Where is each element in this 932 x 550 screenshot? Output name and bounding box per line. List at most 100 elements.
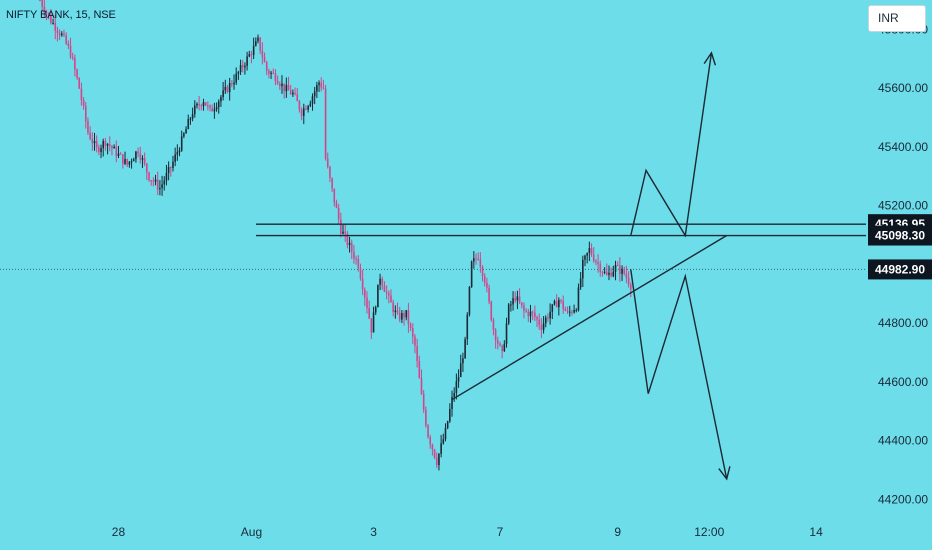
candle <box>89 126 91 141</box>
symbol-title: NIFTY BANK, 15, NSE <box>6 9 116 21</box>
candle <box>65 32 67 45</box>
support-trendline[interactable] <box>451 234 728 401</box>
candle-body <box>481 266 484 276</box>
candle <box>510 300 512 312</box>
candle-body <box>180 136 183 151</box>
candle-body <box>132 159 135 162</box>
candle-body <box>139 153 142 160</box>
candle-body <box>322 87 325 89</box>
candle <box>98 144 100 156</box>
candle <box>213 102 216 119</box>
candle <box>132 157 135 162</box>
candle-body <box>329 166 331 179</box>
candle-body <box>392 302 394 312</box>
candle-body <box>239 64 242 73</box>
candle <box>366 291 368 314</box>
candle-body <box>165 172 168 181</box>
candle-body <box>198 103 200 106</box>
candle-body <box>584 255 586 260</box>
candle <box>586 252 588 264</box>
candle <box>538 313 541 330</box>
bearish-projection-path[interactable] <box>630 269 728 480</box>
candle-body <box>523 305 525 311</box>
candle <box>287 76 290 91</box>
candle <box>536 315 538 328</box>
candle-body <box>590 248 593 255</box>
y-tick-label: 45200.00 <box>878 199 928 213</box>
candle <box>405 310 408 321</box>
candle <box>292 89 294 97</box>
candle-body <box>318 82 320 86</box>
candle <box>372 306 375 333</box>
candle-body <box>100 148 102 153</box>
candle-body <box>213 109 216 112</box>
currency-button[interactable]: INR <box>868 5 926 32</box>
candle <box>124 151 126 166</box>
candle <box>56 26 59 42</box>
candle-body <box>80 88 83 100</box>
candle <box>442 433 445 445</box>
candle <box>531 310 534 321</box>
candle <box>196 102 198 109</box>
candle <box>198 95 200 111</box>
candle-body <box>398 312 401 320</box>
bullish-projection-path[interactable] <box>630 52 713 238</box>
candle-body <box>603 271 606 273</box>
candle-body <box>333 188 336 203</box>
candle-body <box>82 99 85 106</box>
candle <box>126 158 128 168</box>
candle <box>453 387 455 402</box>
candle-body <box>128 161 131 165</box>
candle <box>479 252 482 273</box>
candle-body <box>122 154 124 164</box>
candle <box>183 131 185 139</box>
candle <box>224 79 227 95</box>
candle-body <box>510 304 512 306</box>
candle-body <box>252 45 255 56</box>
levels-layer <box>256 223 866 237</box>
candle-body <box>390 295 392 303</box>
candle <box>396 302 399 315</box>
candle-body <box>355 258 357 260</box>
candle-body <box>209 105 211 108</box>
candle-body <box>259 37 261 51</box>
candle <box>268 68 270 79</box>
candle <box>255 37 257 47</box>
candle-body <box>464 339 466 359</box>
candle-body <box>224 86 227 91</box>
candle-body <box>401 313 403 320</box>
candle <box>104 137 107 151</box>
candle-body <box>300 109 303 116</box>
candle <box>575 308 578 313</box>
candle-body <box>377 284 379 308</box>
candle-body <box>564 308 567 311</box>
candle-body <box>106 143 109 146</box>
candle <box>549 303 551 325</box>
candle-body <box>172 161 174 169</box>
candle <box>364 287 366 306</box>
candle <box>211 104 214 112</box>
candle <box>568 305 571 317</box>
candle <box>139 146 142 164</box>
candle <box>307 104 309 113</box>
candle-body <box>163 180 166 185</box>
candle-body <box>534 312 536 318</box>
candle-body <box>571 311 573 313</box>
candle-body <box>575 309 578 311</box>
y-tick-label: 44600.00 <box>878 375 928 389</box>
candle-body <box>497 340 499 344</box>
candle <box>316 81 318 98</box>
candle <box>74 54 76 77</box>
candle <box>95 135 98 153</box>
candle-body <box>385 291 388 294</box>
candle-body <box>45 12 48 14</box>
candle <box>566 306 569 314</box>
candle <box>285 77 288 98</box>
candle-body <box>503 343 506 352</box>
candle <box>562 295 564 314</box>
candle <box>276 75 279 85</box>
candle <box>69 37 72 59</box>
candle-body <box>560 299 562 301</box>
